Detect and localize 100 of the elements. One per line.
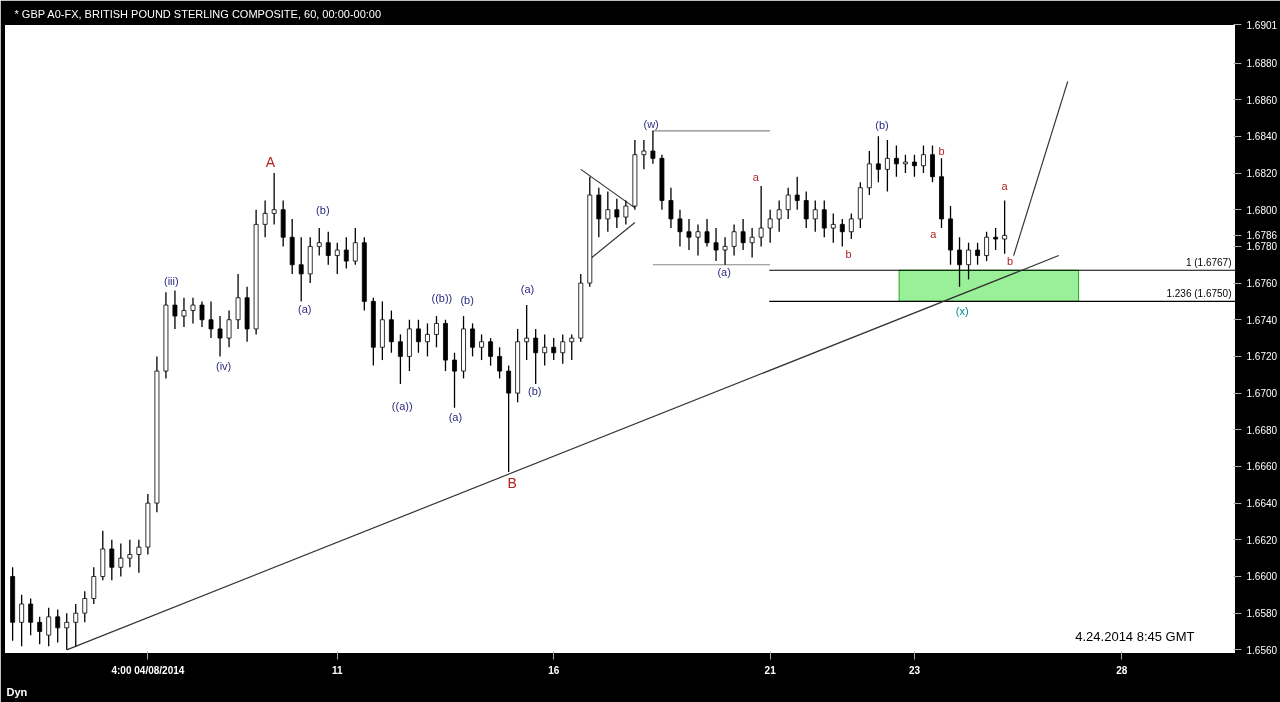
candlestick [127,539,133,568]
candlestick [812,199,818,233]
annotation: (b) [316,203,330,216]
annotation: (a) [298,302,312,315]
candlestick [704,218,710,248]
candlestick [118,542,124,578]
candlestick [208,300,214,339]
candlestick [930,144,935,183]
y-tick-label: 1.6860 [1246,94,1278,106]
candlestick [884,139,890,193]
candlestick [64,612,70,651]
y-tick-label: 1.6700 [1246,388,1278,400]
candlestick [1002,199,1008,255]
annotation: ((b)) [431,291,453,304]
candlestick [749,227,755,259]
annotation: (b) [528,385,542,398]
candlestick [542,333,548,367]
y-tick-label: 1.6760 [1246,278,1278,290]
candlestick [316,227,322,257]
candlestick [731,223,737,257]
annotation: (a) [520,282,535,295]
chart-title: * GBP A0-FX, BRITISH POUND STERLING COMPOSITE, 60, 00:00-00:00 [14,7,382,20]
candlestick [343,236,349,270]
candlestick [73,603,79,647]
candlestick [425,322,430,358]
candlestick [839,218,845,248]
candlestick [434,315,439,348]
annotation: (a) [448,410,463,423]
candlestick [136,539,142,574]
y-tick-label: 1.6620 [1246,534,1278,546]
candlestick [848,212,854,240]
candlestick [488,337,494,367]
y-tick-label: 1.6840 [1246,131,1278,143]
candlestick [605,190,611,233]
y-tick-label: 1.6560 [1246,644,1278,656]
x-tick-label: 23 [908,664,921,676]
y-tick-label: 1.6820 [1246,168,1278,180]
candlestick [82,590,88,623]
annotation: b [1006,255,1014,268]
y-tick-label: 1.6600 [1246,571,1278,583]
candlestick [46,607,52,647]
candlestick [596,187,602,238]
candlestick [479,333,484,361]
y-tick-label: 1.6880 [1246,58,1278,70]
candlestick [794,176,800,211]
y-tick-label: 1.6640 [1246,498,1278,510]
y-tick-label: 1.6580 [1246,608,1278,620]
candlestick [217,315,223,358]
candlestick [668,187,674,229]
y-tick-label: 1.6720 [1246,351,1278,363]
candlestick [614,198,620,229]
candlestick [334,242,340,275]
candlestick [803,190,809,229]
x-tick-label: 4:00 04/08/2014 [111,664,185,676]
candlestick [866,150,872,196]
x-tick-label: 28 [1116,664,1128,676]
candlestick [993,227,999,251]
annotation: ((a)) [391,399,413,412]
candlestick [262,199,268,238]
candlestick [388,309,394,354]
candlestick [650,130,656,165]
candlestick [298,236,304,303]
candlestick [821,199,827,238]
y-tick-label: 1.6740 [1246,314,1278,326]
y-tick-label: 1.6660 [1246,461,1278,473]
annotation: a [752,170,760,183]
candlestick [19,594,25,647]
candlestick [28,597,34,636]
annotation: (b) [460,293,474,306]
y-tick-label: 1.6680 [1246,424,1278,436]
candlestick [452,352,457,409]
candlestick [560,333,566,365]
candlestick [235,273,241,330]
x-tick-label: 21 [764,664,777,676]
annotation: (a) [717,266,731,279]
candlestick [506,364,512,473]
ref-line-label: 1 (1.6767) [1185,257,1232,269]
candlestick [713,227,719,262]
y-tick-label: 1.6901 [1246,19,1278,31]
annotation: 4.24.2014 8:45 GMT [1075,628,1195,644]
candlestick [623,199,629,226]
annotation: a [930,227,938,240]
candlestick [921,144,926,174]
candlestick [181,297,187,328]
candlestick [524,304,530,361]
annotation: B [507,474,517,491]
candlestick [497,346,503,380]
candlestick [875,135,881,183]
candlestick [722,236,728,266]
annotation: b [845,247,852,260]
annotation: (iv) [216,359,232,372]
candlestick [190,297,196,325]
candlestick [470,322,475,358]
candlestick [975,242,981,266]
annotation: (x) [955,304,969,317]
candlestick [226,309,232,348]
candlestick [984,231,990,262]
candlestick [686,218,692,251]
annotation: A [265,154,276,171]
candlestick [569,333,575,361]
